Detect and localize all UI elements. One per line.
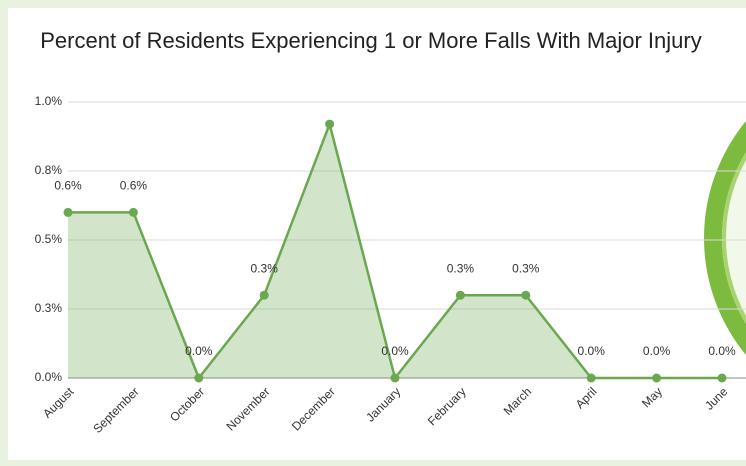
value-label: 0.0% xyxy=(185,344,213,358)
point xyxy=(456,291,465,300)
x-tick-label: September xyxy=(90,384,141,435)
value-label: 0.3% xyxy=(251,261,279,275)
value-label: 0.0% xyxy=(643,344,671,358)
point xyxy=(129,208,138,217)
value-label: 0.0% xyxy=(578,344,606,358)
point xyxy=(718,374,727,383)
y-tick-label: 1.0% xyxy=(35,94,63,108)
x-tick-label: April xyxy=(573,384,600,411)
y-tick-label: 0.8% xyxy=(35,163,63,177)
value-label: 0.3% xyxy=(512,261,540,275)
value-label: 0.3% xyxy=(447,261,475,275)
y-tick-label: 0.0% xyxy=(35,370,63,384)
x-tick-label: August xyxy=(40,384,77,421)
chart-panel: 0.0% 0.3% 0.5% 0.8% 1.0% 0.6% 0.6% 0.0% 0.3% 0.0%… xyxy=(8,8,746,460)
point xyxy=(652,374,661,383)
point xyxy=(260,291,269,300)
x-tick-label: June xyxy=(702,384,731,413)
point xyxy=(521,291,530,300)
value-label: 0.0% xyxy=(708,344,736,358)
x-tick-label: December xyxy=(289,384,338,433)
point xyxy=(194,374,203,383)
area xyxy=(68,124,722,378)
x-tick-label: February xyxy=(425,384,469,428)
value-label: 0.6% xyxy=(54,179,82,193)
x-tick-label: March xyxy=(501,384,534,417)
point xyxy=(325,120,334,129)
value-label: 0.6% xyxy=(120,179,148,193)
x-tick-label: November xyxy=(224,384,273,433)
x-tick-label: May xyxy=(639,384,665,410)
point xyxy=(587,374,596,383)
point xyxy=(391,374,400,383)
chart: 0.0% 0.3% 0.5% 0.8% 1.0% 0.6% 0.6% 0.0% 0.3% 0.0%… xyxy=(8,8,746,460)
y-tick-label: 0.3% xyxy=(35,301,63,315)
page: 0.0% 0.3% 0.5% 0.8% 1.0% 0.6% 0.6% 0.0% 0.3% 0.0%… xyxy=(0,0,746,466)
y-tick-label: 0.5% xyxy=(35,232,63,246)
value-label: 0.0% xyxy=(381,344,409,358)
point xyxy=(64,208,73,217)
x-tick-label: October xyxy=(167,384,207,424)
chart-title: Percent of Residents Experiencing 1 or M… xyxy=(8,30,734,52)
x-tick-label: January xyxy=(363,384,403,424)
